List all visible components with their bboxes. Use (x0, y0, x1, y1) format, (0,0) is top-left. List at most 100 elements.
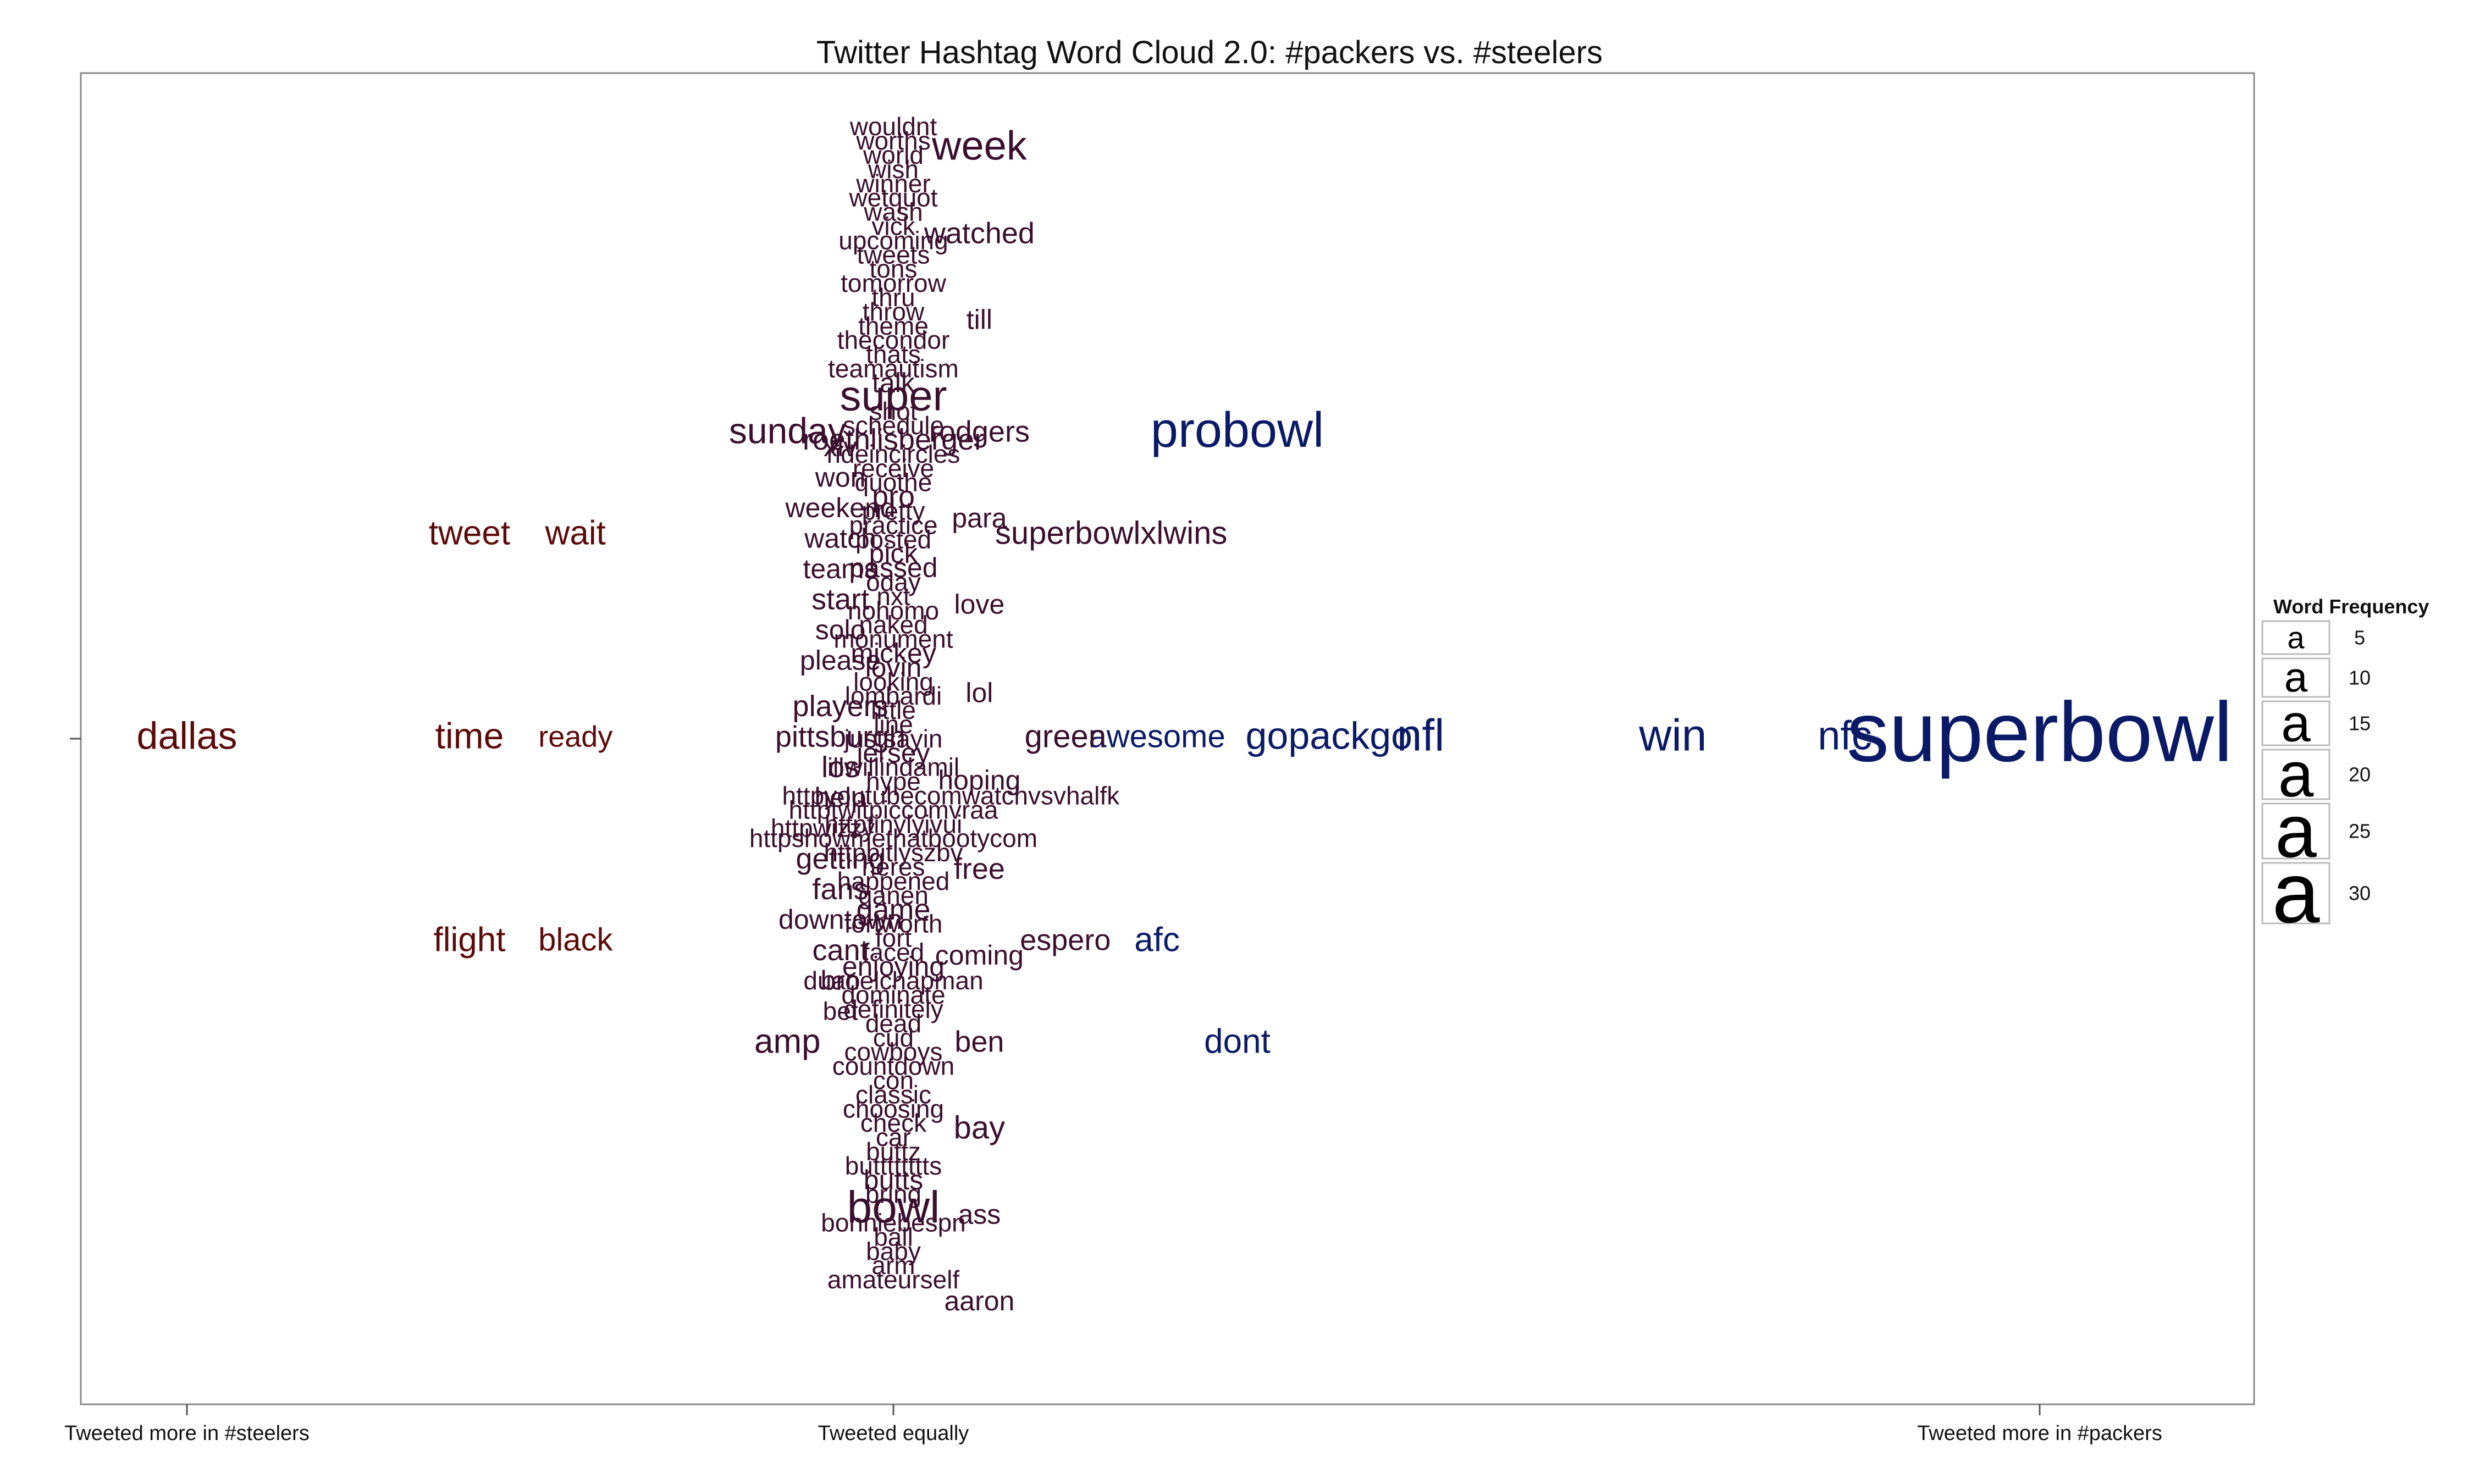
word-little: little (871, 696, 916, 724)
word-thru: thru (871, 283, 915, 312)
word-httpbitlyszbv: httpbitlyszbv (824, 838, 963, 867)
word-wash: wash (863, 198, 923, 226)
word-throw: throw (863, 297, 925, 326)
word-duanelchapman: duanelchapman (803, 966, 983, 995)
word-happened: happened (837, 867, 950, 895)
word-quothe: quothe (855, 468, 932, 497)
word-roethlisberger: roethlisberger (803, 423, 984, 456)
word-tweet: tweet (429, 514, 510, 552)
word-cud: cud (873, 1023, 914, 1052)
legend: a 5 a 10 a 15 a 20 a 25 a 30 (2261, 620, 2371, 941)
word-sunday: sunday (729, 410, 846, 451)
word-superbowlxlwins: superbowlxlwins (995, 515, 1227, 551)
legend-key-glyph: a (2281, 694, 2311, 753)
word-watch: watch (804, 523, 876, 554)
word-wouldnt: wouldnt (849, 112, 937, 141)
word-weekend: weekend (785, 492, 896, 523)
word-httptinylyivui: httptinylyivui (825, 810, 963, 838)
legend-key-glyph: a (2287, 621, 2305, 655)
word-los: los (821, 751, 859, 784)
word-espero: espero (1020, 923, 1111, 956)
word-love: love (954, 589, 1005, 620)
word-enjoying: enjoying (842, 951, 945, 982)
word-para: para (952, 503, 1007, 534)
word-world: world (863, 141, 924, 169)
word-pick: pick (869, 538, 919, 569)
word-ball: ball (874, 1222, 913, 1251)
word-countdown: countdown (832, 1052, 955, 1081)
word-butttttttts: butttttttts (845, 1151, 942, 1180)
word-fort: fort (875, 923, 912, 952)
word-help: help (814, 782, 866, 813)
word-heres: heres (862, 852, 925, 881)
word-nxt: nxt (876, 582, 910, 611)
word-dead: dead (865, 1009, 921, 1038)
word-thats: thats (866, 340, 921, 369)
word-wait: wait (545, 514, 606, 552)
word-lombardi: lombardi (845, 682, 942, 710)
word-teams: teams (803, 553, 878, 584)
word-time: time (435, 715, 504, 756)
word-bro: bro (820, 965, 860, 996)
word-afc: afc (1134, 921, 1180, 959)
word-buttz: buttz (866, 1137, 921, 1166)
word-oday: oday (866, 568, 921, 596)
word-downtown: downtown (778, 904, 902, 935)
word-layer: superbowlnfcwinnflgopackgoawesomegreenda… (137, 112, 2233, 1316)
word-game: game (856, 893, 930, 926)
word-arm: arm (871, 1251, 915, 1280)
word-start: start (811, 583, 869, 616)
x-tick-label: Tweeted equally (818, 1422, 969, 1445)
word-players: players (793, 690, 888, 723)
x-tick-label: Tweeted more in #packers (1917, 1422, 2162, 1445)
word-teamautism: teamautism (828, 354, 959, 383)
word-passed: passed (849, 552, 937, 583)
word-fortworth: fortworth (844, 910, 943, 938)
word-amp: amp (754, 1022, 821, 1060)
word-dominate: dominate (841, 981, 945, 1009)
word-talk: talk (872, 367, 915, 398)
word-schedule: schedule (843, 411, 944, 440)
word-con: con (873, 1066, 914, 1094)
word-awesome: awesome (1089, 718, 1225, 754)
word-theme: theme (858, 312, 929, 340)
word-gopackgo: gopackgo (1246, 714, 1413, 757)
word-choosing: choosing (843, 1094, 944, 1123)
word-httpwizzy: httpwizzy (771, 814, 875, 843)
word-bonniebespn: bonniebespn (821, 1208, 965, 1237)
legend-key-glyph: a (2272, 845, 2320, 941)
word-please: please (800, 645, 881, 676)
word-rideincircles: rideincircles (827, 440, 960, 468)
word-flight: flight (434, 921, 506, 959)
legend-key-box (2261, 700, 2331, 746)
word-green: green (1025, 718, 1106, 754)
word-bring: bring (865, 1180, 921, 1209)
word-pittsburgh: pittsburgh (775, 720, 905, 753)
word-xlv: xlv (824, 431, 857, 462)
word-jersey: jersey (855, 738, 930, 768)
chart-title: Twitter Hashtag Word Cloud 2.0: #packers… (816, 35, 1603, 70)
word-nfc: nfc (1818, 713, 1872, 758)
word-mickey: mickey (851, 638, 936, 669)
word-wetquot: wetquot (848, 184, 937, 212)
legend-key-box (2261, 802, 2331, 860)
legend-value: 25 (2349, 820, 2371, 843)
legend-key-glyph: a (2278, 739, 2314, 810)
word-looking: looking (853, 667, 934, 696)
word-dallas: dallas (137, 714, 238, 757)
word-superbowl: superbowl (1847, 685, 2233, 779)
word-tweets: tweets (857, 240, 930, 269)
word-receive: receive (853, 454, 934, 483)
x-axis: Tweeted more in #steelers Tweeted equally… (64, 1404, 2162, 1445)
word-httpyoutubecomwatchvsvhalfk: httpyoutubecomwatchvsvhalfk (782, 781, 1120, 810)
word-rodgers: rodgers (929, 415, 1030, 448)
word-won: won (815, 462, 866, 493)
word-till: till (967, 304, 992, 335)
word-getting: getting (796, 842, 885, 875)
word-aaron: aaron (944, 1286, 1014, 1316)
word-butts: butts (864, 1165, 923, 1195)
word-week: week (931, 123, 1028, 169)
word-probowl: probowl (1151, 403, 1324, 458)
word-check: check (860, 1109, 927, 1137)
